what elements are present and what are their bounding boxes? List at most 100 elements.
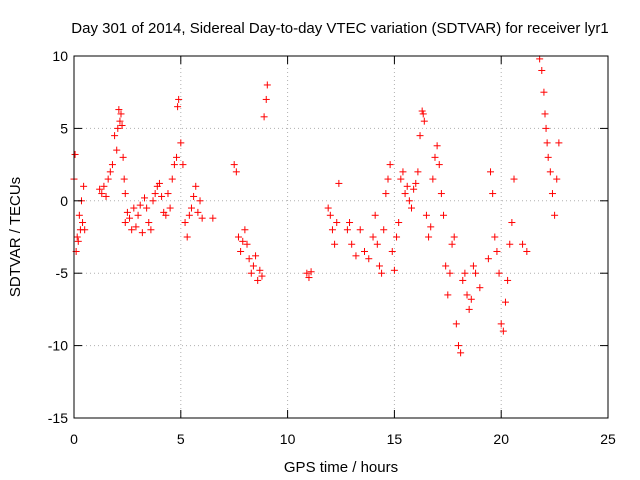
x-tick-label: 5	[177, 431, 185, 447]
data-point	[440, 211, 448, 219]
data-point	[444, 291, 452, 299]
data-point	[138, 229, 146, 237]
data-point	[119, 153, 127, 161]
data-point	[303, 269, 311, 277]
y-tick-label: -15	[48, 410, 68, 426]
data-point	[365, 255, 373, 263]
data-point	[100, 182, 108, 190]
data-point	[108, 161, 116, 169]
data-point	[243, 240, 251, 248]
data-point	[519, 240, 527, 248]
data-point	[373, 240, 381, 248]
data-point	[117, 110, 125, 118]
data-point	[335, 179, 343, 187]
data-point	[465, 305, 473, 313]
data-point	[493, 247, 501, 255]
data-point	[448, 240, 456, 248]
data-point	[245, 255, 253, 263]
data-point	[523, 247, 531, 255]
data-point	[472, 269, 480, 277]
data-point	[239, 237, 247, 245]
data-point	[459, 276, 467, 284]
data-point	[446, 269, 454, 277]
data-point	[429, 175, 437, 183]
data-point	[555, 139, 563, 147]
data-point	[73, 233, 81, 241]
x-tick-label: 10	[280, 431, 296, 447]
chart-title: Day 301 of 2014, Sidereal Day-to-day VTE…	[71, 20, 608, 37]
data-point	[487, 168, 495, 176]
axis-ticks: 0 5 10 15 20 25 -15 -10 -5 0 5 10	[48, 48, 616, 447]
data-point	[305, 274, 313, 282]
data-point	[151, 190, 159, 198]
data-point	[158, 192, 166, 200]
data-point	[433, 142, 441, 150]
data-point	[461, 269, 469, 277]
data-point	[307, 268, 315, 276]
y-axis-label: SDTVAR / TECUs	[7, 177, 24, 297]
data-point	[328, 226, 336, 234]
data-point	[256, 266, 264, 274]
data-point	[143, 204, 151, 212]
data-point	[442, 262, 450, 270]
x-tick-label: 15	[387, 431, 403, 447]
data-point	[140, 194, 148, 202]
data-point	[467, 295, 475, 303]
data-point	[412, 179, 420, 187]
data-point	[427, 223, 435, 231]
data-point	[254, 276, 262, 284]
data-point	[170, 161, 178, 169]
data-point	[452, 320, 460, 328]
data-point	[431, 153, 439, 161]
data-point	[504, 276, 512, 284]
plot-frame	[73, 55, 609, 419]
data-point	[407, 204, 415, 212]
data-point	[540, 88, 548, 96]
data-point	[393, 233, 401, 241]
data-point	[384, 175, 392, 183]
data-point	[333, 219, 341, 227]
data-point	[79, 219, 87, 227]
data-point	[134, 211, 142, 219]
data-point	[416, 132, 424, 140]
data-point	[360, 247, 368, 255]
data-point	[506, 240, 514, 248]
data-point	[173, 153, 181, 161]
data-point	[476, 284, 484, 292]
data-point	[405, 197, 413, 205]
data-point	[185, 211, 193, 219]
data-point	[495, 269, 503, 277]
x-axis-label: GPS time / hours	[284, 459, 398, 476]
data-point	[190, 192, 198, 200]
data-point	[115, 106, 123, 114]
data-point	[81, 226, 89, 234]
data-point	[410, 185, 418, 193]
data-point	[198, 214, 206, 222]
data-point	[128, 226, 136, 234]
data-point	[356, 226, 364, 234]
data-point	[343, 226, 351, 234]
data-point	[553, 175, 561, 183]
data-point	[106, 168, 114, 176]
data-point	[168, 175, 176, 183]
data-point	[548, 190, 556, 198]
data-point	[457, 349, 465, 357]
data-points	[70, 55, 563, 357]
data-point	[187, 204, 195, 212]
data-point	[121, 190, 129, 198]
y-tick-label: -10	[48, 338, 68, 354]
data-point	[262, 95, 270, 103]
y-tick-label: 0	[60, 193, 68, 209]
data-point	[401, 190, 409, 198]
data-point	[181, 219, 189, 227]
x-tick-label: 25	[600, 431, 616, 447]
data-point	[420, 117, 428, 125]
data-point	[120, 175, 128, 183]
data-point	[418, 107, 426, 115]
data-point	[542, 124, 550, 132]
data-point	[102, 192, 110, 200]
data-point	[111, 132, 119, 140]
data-point	[263, 81, 271, 89]
data-point	[536, 55, 544, 63]
